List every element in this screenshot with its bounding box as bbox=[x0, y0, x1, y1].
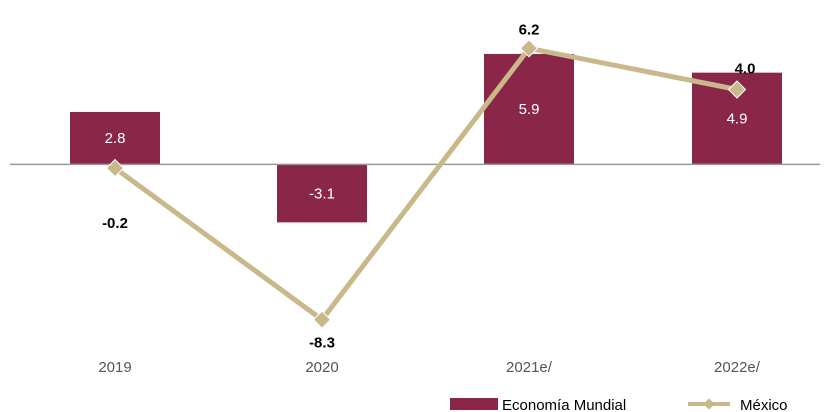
legend-label-economia-mundial: Economía Mundial bbox=[502, 397, 626, 412]
line-value-labels: -0.2 -8.3 6.2 4.0 bbox=[102, 21, 755, 351]
line-value-label: 6.2 bbox=[519, 21, 540, 38]
bar-value-label: 4.9 bbox=[727, 111, 748, 128]
line-value-label: -8.3 bbox=[309, 335, 335, 352]
legend: Economía Mundial México bbox=[450, 397, 788, 412]
line-marker-2022e/ bbox=[727, 80, 747, 99]
line-path-mexico bbox=[113, 45, 738, 323]
category-label: 2019 bbox=[98, 359, 131, 376]
line-marker-2021e/ bbox=[519, 39, 539, 58]
line-value-label: -0.2 bbox=[102, 215, 128, 232]
line-value-label: 4.0 bbox=[735, 60, 756, 77]
category-axis-labels: 2019 2020 2021e/2022e/ bbox=[98, 359, 760, 376]
category-label: 2021e/ bbox=[506, 359, 553, 376]
legend-swatch-economia-mundial bbox=[450, 398, 498, 410]
bar-value-label: -3.1 bbox=[309, 185, 335, 202]
category-label: 2020 bbox=[305, 359, 338, 376]
line-marker-2019 bbox=[105, 158, 125, 178]
bar-2021e/ bbox=[484, 53, 574, 165]
bar-value-label: 5.9 bbox=[519, 101, 540, 118]
legend-label-mexico: México bbox=[740, 397, 788, 412]
bar-2020 bbox=[277, 164, 367, 223]
category-label: 2022e/ bbox=[714, 359, 761, 376]
legend-marker-mexico bbox=[703, 398, 715, 410]
bar-value-labels: 2.8 -3.1 5.9 4.9 bbox=[105, 101, 748, 202]
bar-2019 bbox=[70, 111, 160, 165]
line-marker-2020 bbox=[312, 310, 332, 329]
line-series-mexico bbox=[105, 39, 747, 329]
bar-value-label: 2.8 bbox=[105, 130, 126, 147]
